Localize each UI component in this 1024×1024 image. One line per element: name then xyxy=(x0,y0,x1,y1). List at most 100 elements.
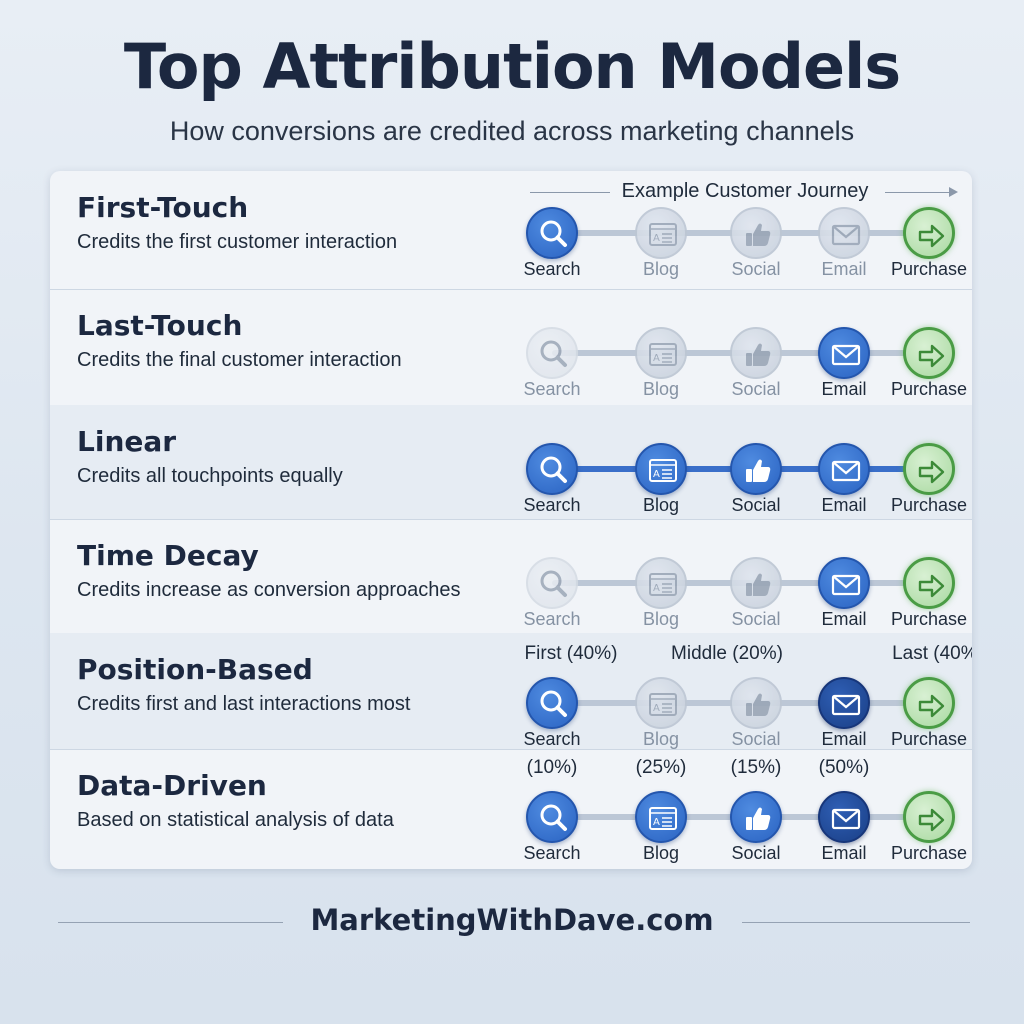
touchpoint-label: Search xyxy=(523,379,581,399)
data-driven-weight-label: (15%) xyxy=(730,757,782,778)
touchpoint-label: Blog xyxy=(642,729,680,749)
footer-divider-right xyxy=(742,922,970,923)
blog-icon: A xyxy=(649,459,677,482)
touchpoint-email xyxy=(818,557,870,609)
touchpoint-blog: A xyxy=(635,791,687,843)
svg-text:A: A xyxy=(653,703,660,714)
email-icon xyxy=(831,808,861,830)
email-icon xyxy=(831,224,861,246)
model-row-last-touch: Last-Touch Credits the final customer int… xyxy=(50,289,972,406)
model-description: Based on statistical analysis of data xyxy=(77,809,394,831)
touchpoint-purchase xyxy=(903,207,955,259)
touchpoint-social xyxy=(730,327,782,379)
search-icon xyxy=(540,570,567,597)
touchpoint-label: Blog xyxy=(642,379,680,399)
model-name: Position-Based xyxy=(77,653,313,686)
purchase-arrow-icon xyxy=(918,808,945,832)
data-driven-weight-label: (50%) xyxy=(818,757,870,778)
model-row-first-touch: First-Touch Credits the first customer in… xyxy=(50,171,972,290)
touchpoint-blog: A xyxy=(635,327,687,379)
svg-text:A: A xyxy=(653,233,660,244)
blog-icon: A xyxy=(649,573,677,596)
purchase-arrow-icon xyxy=(918,574,945,598)
touchpoint-blog: A xyxy=(635,557,687,609)
email-icon xyxy=(831,344,861,366)
position-weight-label: Last (40%) xyxy=(892,643,972,664)
touchpoint-purchase xyxy=(903,327,955,379)
touchpoint-label: Social xyxy=(731,729,781,749)
model-name: Linear xyxy=(77,425,177,458)
touchpoint-label: Purchase xyxy=(890,379,968,399)
social-like-icon xyxy=(746,459,771,482)
touchpoint-label: Purchase xyxy=(890,843,968,863)
touchpoint-purchase xyxy=(903,443,955,495)
purchase-arrow-icon xyxy=(918,460,945,484)
model-name: Data-Driven xyxy=(77,769,267,802)
model-description: Credits increase as conversion approache… xyxy=(77,579,461,601)
touchpoint-label: Purchase xyxy=(890,729,968,749)
touchpoint-label: Blog xyxy=(642,609,680,629)
touchpoint-label: Email xyxy=(821,259,867,279)
search-icon xyxy=(540,340,567,367)
journey-label-text: Example Customer Journey xyxy=(615,180,875,203)
touchpoint-email xyxy=(818,327,870,379)
search-icon xyxy=(540,456,567,483)
purchase-arrow-icon xyxy=(918,694,945,718)
svg-text:A: A xyxy=(653,353,660,364)
model-description: Credits the first customer interaction xyxy=(77,231,398,253)
touchpoint-label: Social xyxy=(731,259,781,279)
position-weight-label: Middle (20%) xyxy=(671,643,783,664)
model-row-data-driven: Data-Driven Based on statistical analysis… xyxy=(50,749,972,869)
touchpoint-label: Search xyxy=(523,609,581,629)
model-row-linear: Linear Credits all touchpoints equally Se… xyxy=(50,405,972,520)
purchase-arrow-icon xyxy=(918,344,945,368)
touchpoint-label: Social xyxy=(731,379,781,399)
touchpoint-purchase xyxy=(903,557,955,609)
blog-icon: A xyxy=(649,343,677,366)
touchpoint-social xyxy=(730,443,782,495)
search-icon xyxy=(540,690,567,717)
touchpoint-blog: A xyxy=(635,677,687,729)
svg-text:A: A xyxy=(653,817,660,828)
touchpoint-search xyxy=(526,677,578,729)
footer-divider-left xyxy=(58,922,283,923)
touchpoint-search xyxy=(526,557,578,609)
touchpoint-label: Social xyxy=(731,495,781,515)
model-name: Time Decay xyxy=(77,539,259,572)
touchpoint-email xyxy=(818,443,870,495)
touchpoint-label: Purchase xyxy=(890,495,968,515)
touchpoint-search xyxy=(526,791,578,843)
touchpoint-label: Email xyxy=(821,495,867,515)
email-icon xyxy=(831,694,861,716)
touchpoint-blog: A xyxy=(635,207,687,259)
svg-text:A: A xyxy=(653,469,660,480)
touchpoint-label: Purchase xyxy=(890,259,968,279)
touchpoint-label: Search xyxy=(523,495,581,515)
touchpoint-label: Blog xyxy=(642,843,680,863)
touchpoint-label: Blog xyxy=(642,259,680,279)
touchpoint-search xyxy=(526,207,578,259)
touchpoint-social xyxy=(730,557,782,609)
touchpoint-label: Social xyxy=(731,843,781,863)
model-description: Credits all touchpoints equally xyxy=(77,465,343,487)
footer-brand: MarketingWithDave.com xyxy=(310,903,714,937)
touchpoint-label: Social xyxy=(731,609,781,629)
model-row-time-decay: Time Decay Credits increase as conversion… xyxy=(50,519,972,634)
model-description: Credits the final customer interaction xyxy=(77,349,402,371)
journey-line-right xyxy=(885,192,950,193)
touchpoint-email xyxy=(818,791,870,843)
touchpoint-social xyxy=(730,791,782,843)
page-title: Top Attribution Models xyxy=(123,30,901,103)
svg-text:A: A xyxy=(653,583,660,594)
social-like-icon xyxy=(746,573,771,596)
journey-arrowhead xyxy=(949,187,958,197)
touchpoint-purchase xyxy=(903,677,955,729)
touchpoint-label: Email xyxy=(821,379,867,399)
blog-icon: A xyxy=(649,807,677,830)
email-icon xyxy=(831,574,861,596)
search-icon xyxy=(540,220,567,247)
touchpoint-search xyxy=(526,327,578,379)
touchpoint-label: Blog xyxy=(642,495,680,515)
touchpoint-label: Email xyxy=(821,843,867,863)
purchase-arrow-icon xyxy=(918,224,945,248)
